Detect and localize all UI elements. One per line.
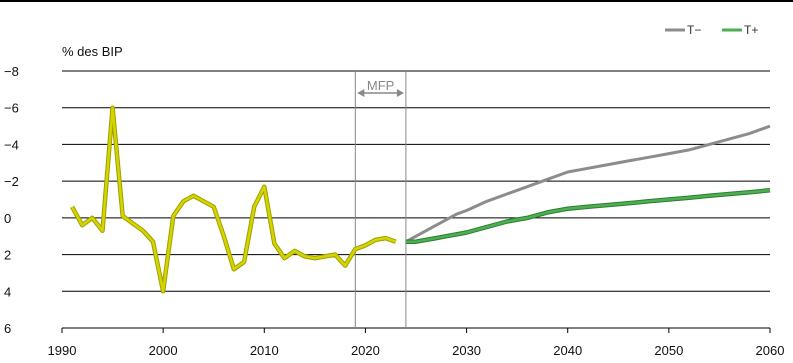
historical-line	[71, 106, 397, 293]
y-tick-labels: −8 −6 −4 −2 0 2 4 6	[4, 64, 19, 336]
series-lines	[70, 105, 771, 294]
legend-item-t-minus-label: T−	[687, 23, 701, 37]
series-line-t-plus	[405, 189, 771, 243]
y-tick-label: 6	[4, 321, 11, 336]
gridlines	[61, 70, 771, 333]
x-tick-label: 2020	[351, 343, 380, 358]
x-tick-label: 2030	[452, 343, 481, 358]
mfp-annotation: MFP	[354, 71, 407, 328]
y-tick-label: −2	[4, 174, 19, 189]
x-tick-label: 2010	[250, 343, 279, 358]
x-tick-label: 2060	[756, 343, 785, 358]
x-tick-labels: 1990 2000 2010 2020 2030 2040 2050 2060	[48, 343, 785, 358]
series-line-t-minus	[405, 124, 771, 244]
legend: T− T+	[665, 23, 758, 37]
y-tick-label: 0	[4, 211, 11, 226]
y-axis-label: % des BIP	[62, 44, 123, 59]
y-tick-label: −6	[4, 101, 19, 116]
x-tick-label: 2040	[553, 343, 582, 358]
mfp-arrow-right-head	[396, 89, 404, 97]
x-tick-label: 1990	[48, 343, 77, 358]
y-tick-label: 4	[4, 284, 11, 299]
legend-item-t-plus-label: T+	[744, 23, 758, 37]
y-tick-label: 2	[4, 248, 11, 263]
y-tick-label: −4	[4, 137, 19, 152]
mfp-arrow-left-head	[357, 89, 365, 97]
mfp-label: MFP	[367, 78, 394, 93]
x-tick-label: 2050	[654, 343, 683, 358]
x-tick-label: 2000	[149, 343, 178, 358]
y-tick-label: −8	[4, 64, 19, 79]
